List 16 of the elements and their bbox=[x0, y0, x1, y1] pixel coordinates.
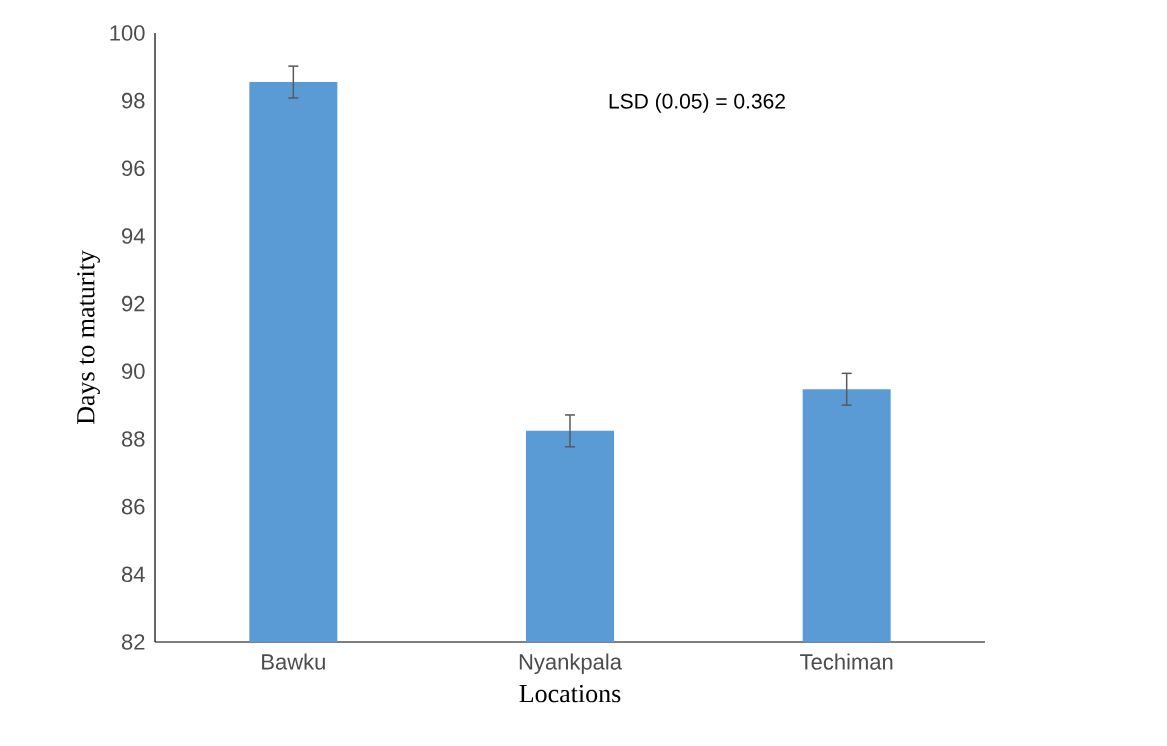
annotation: LSD (0.05) = 0.362 bbox=[609, 93, 785, 113]
y-tick-label: 82 bbox=[121, 634, 145, 650]
y-tick-label: 100 bbox=[110, 25, 145, 41]
y-tick-label: 88 bbox=[121, 431, 145, 447]
y-tick-label: 96 bbox=[122, 160, 145, 177]
x-tick-label: Nyankpala bbox=[519, 653, 622, 675]
y-tick-label: 94 bbox=[122, 228, 145, 244]
y-tick-label: 92 bbox=[122, 295, 145, 312]
y-tick-label: 86 bbox=[121, 498, 145, 515]
y-tick-label: 84 bbox=[121, 566, 145, 583]
x-tick-label: Techiman bbox=[800, 653, 893, 670]
y-tick-label: 98 bbox=[122, 92, 145, 109]
y-tick-label: 90 bbox=[122, 363, 145, 380]
x-axis-title: Locations bbox=[519, 684, 621, 703]
x-tick-label: Bawku bbox=[262, 653, 325, 670]
y-axis-title: Days to maturity bbox=[77, 250, 100, 425]
